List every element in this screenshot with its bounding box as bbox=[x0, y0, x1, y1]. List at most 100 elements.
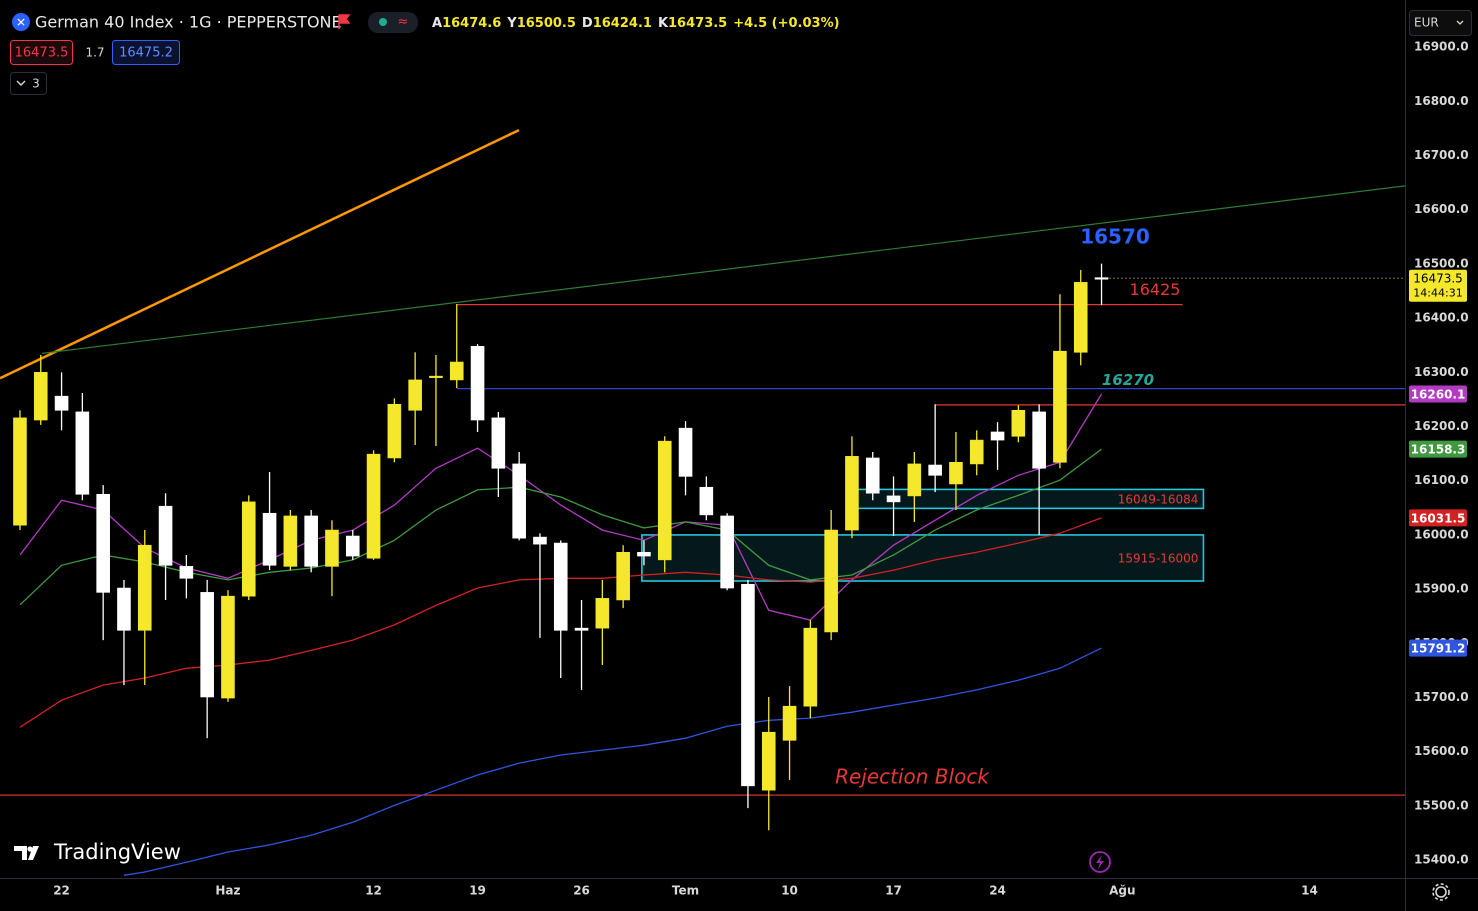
candle-body bbox=[283, 515, 298, 567]
candle-body bbox=[553, 542, 568, 631]
chevron-icon bbox=[16, 80, 26, 86]
indicators-toggle[interactable] bbox=[10, 72, 47, 95]
ohlc-key: A bbox=[432, 16, 442, 31]
candle-body bbox=[158, 505, 173, 566]
x-tick-label: 17 bbox=[885, 884, 902, 898]
y-tick-label: 16000.0 bbox=[1414, 527, 1469, 541]
candle-body bbox=[533, 536, 547, 545]
level-label: 16270 bbox=[1102, 371, 1154, 389]
market-open-dot bbox=[379, 18, 387, 26]
logo-icon-bg bbox=[12, 842, 48, 864]
candle-body bbox=[304, 515, 318, 567]
x-tick-label: Ağu bbox=[1109, 884, 1135, 898]
spread: 1.7 bbox=[85, 46, 104, 60]
candle-body bbox=[990, 431, 1005, 441]
alert-bolt bbox=[1096, 855, 1104, 869]
candle-body bbox=[741, 583, 755, 787]
delay-icon: ≈ bbox=[398, 15, 409, 30]
trendline bbox=[0, 128, 520, 380]
currency: EUR bbox=[1414, 16, 1439, 30]
candle-body bbox=[782, 705, 797, 741]
y-tick-label: 16600.0 bbox=[1414, 202, 1469, 216]
price-tag-label: 16260.1 bbox=[1411, 387, 1466, 401]
ohlc-key: Y bbox=[506, 16, 517, 31]
candle-body bbox=[1094, 277, 1109, 280]
alert-icon[interactable] bbox=[1089, 851, 1111, 873]
ohlc-readout: A16474.6 Y16500.5 D16424.1 K16473.5 +4.5 (+0… bbox=[432, 16, 840, 31]
y-tick-label: 16100.0 bbox=[1414, 473, 1469, 487]
sell-button[interactable] bbox=[10, 40, 73, 65]
candle-body bbox=[1032, 411, 1046, 469]
x-tick-label: 19 bbox=[469, 884, 486, 898]
moving-average bbox=[19, 393, 1103, 621]
candle-body bbox=[1011, 409, 1026, 437]
axes: 15400.015500.015600.015700.015800.015900… bbox=[53, 40, 1468, 898]
candle-body bbox=[221, 595, 235, 699]
price-tag bbox=[1409, 385, 1467, 403]
sell-price: 16473.5 bbox=[15, 46, 69, 61]
x-tick-label: 10 bbox=[781, 884, 798, 898]
buy-price: 16475.2 bbox=[119, 46, 173, 61]
candle-body bbox=[616, 551, 630, 601]
y-tick-label: 15900.0 bbox=[1414, 582, 1469, 596]
y-tick-label: 16900.0 bbox=[1414, 40, 1469, 54]
symbol-icon-mark: ✕ bbox=[16, 16, 26, 30]
y-tick-label: 15500.0 bbox=[1414, 798, 1469, 812]
ohlc-change: +4.5 (+0.03%) bbox=[733, 16, 839, 31]
currency-select[interactable] bbox=[1409, 10, 1472, 36]
x-tick-label: Haz bbox=[215, 884, 240, 898]
countdown: 14:44:31 bbox=[1413, 286, 1462, 299]
candle-body bbox=[13, 417, 27, 526]
x-tick-label: Tem bbox=[672, 884, 699, 898]
candle-body bbox=[886, 495, 901, 503]
price-tag-label: 16473.5 bbox=[1413, 271, 1463, 285]
logo-icon bbox=[14, 846, 39, 860]
candle-body bbox=[54, 395, 69, 411]
candle-body bbox=[969, 439, 984, 465]
price-tag bbox=[1409, 509, 1467, 527]
x-tick-label: 22 bbox=[53, 884, 70, 898]
candle-body bbox=[366, 453, 381, 559]
candle-body bbox=[699, 486, 714, 516]
candle-body bbox=[33, 372, 48, 421]
candle-body bbox=[928, 464, 942, 476]
symbol-title[interactable]: German 40 Index · 1G · PEPPERSTONE bbox=[35, 13, 342, 32]
candle-body bbox=[345, 535, 360, 557]
price-tag-label: 15791.2 bbox=[1411, 642, 1466, 656]
candle-body bbox=[678, 427, 693, 477]
candle-body bbox=[200, 592, 214, 698]
candle-body bbox=[325, 529, 339, 567]
price-tag bbox=[1409, 440, 1467, 458]
y-tick-label: 16300.0 bbox=[1414, 365, 1469, 379]
flag-icon[interactable] bbox=[338, 14, 351, 29]
candle-body bbox=[75, 411, 90, 495]
settings-icon[interactable] bbox=[1435, 886, 1447, 898]
candle-body bbox=[949, 462, 963, 485]
status-pill[interactable] bbox=[368, 12, 418, 33]
candle-body bbox=[1053, 350, 1067, 463]
ohlc-value: 16474.6 bbox=[442, 16, 501, 31]
y-tick-label: 16500.0 bbox=[1414, 256, 1469, 270]
candle-body bbox=[429, 375, 443, 378]
candle-body bbox=[574, 627, 589, 631]
candle-body bbox=[1073, 282, 1088, 353]
candle-body bbox=[137, 544, 152, 631]
candle-body bbox=[449, 361, 464, 381]
buy-button[interactable] bbox=[112, 40, 180, 65]
candle-body bbox=[470, 346, 485, 421]
chevron-icon bbox=[1456, 20, 1464, 25]
zone-label: 16049-16084 bbox=[1118, 492, 1199, 506]
candle-body bbox=[824, 529, 838, 633]
candle-body bbox=[117, 587, 131, 631]
y-tick-label: 15600.0 bbox=[1414, 744, 1469, 758]
candle-body bbox=[241, 501, 256, 597]
candle-body bbox=[657, 440, 672, 561]
y-tick-label: 16200.0 bbox=[1414, 419, 1469, 433]
x-tick-label: 24 bbox=[989, 884, 1006, 898]
trendline bbox=[41, 185, 1405, 354]
candle-body bbox=[262, 512, 277, 566]
candle-body bbox=[179, 566, 194, 579]
price-tag-label: 16031.5 bbox=[1411, 511, 1466, 525]
logo-icon bbox=[27, 846, 33, 852]
